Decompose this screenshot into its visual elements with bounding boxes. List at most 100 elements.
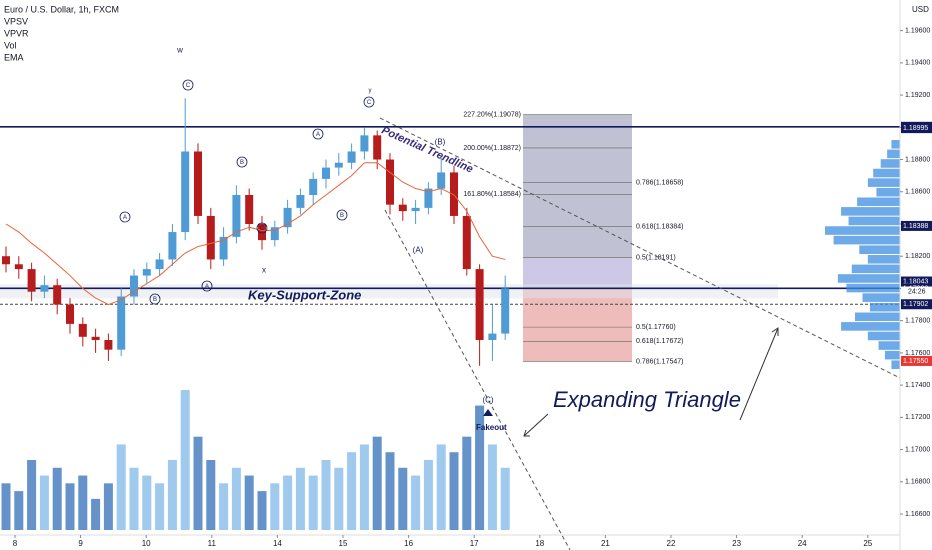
volume-bar [295, 467, 305, 530]
wave-label: (A) [413, 246, 424, 255]
volume-bar [193, 436, 203, 530]
fib-label: 0.618(1.18384) [636, 223, 683, 230]
volume-bar [257, 491, 267, 530]
volume-bar [385, 452, 395, 530]
volume-bar [475, 405, 485, 530]
candle-body [117, 296, 126, 350]
wave-label: B [240, 160, 244, 166]
volume-bar [65, 483, 75, 530]
candle-body [155, 259, 164, 270]
price-label: 1.18995 [903, 125, 928, 132]
volume-profile-bar [873, 168, 900, 178]
volume-profile-bar [867, 255, 900, 264]
volume-profile-bar [859, 245, 900, 254]
fib-label: 0.618(1.17672) [636, 338, 683, 345]
support-zone [0, 284, 778, 299]
volume-profile-bar [855, 312, 900, 322]
volume-bar [180, 390, 190, 530]
volume-profile-bar [880, 159, 900, 168]
wave-label: w [176, 46, 183, 55]
wave-circle [201, 280, 213, 292]
x-tick-label: 16 [404, 539, 413, 548]
indicator: VPVR [4, 28, 29, 38]
arrow [739, 327, 779, 421]
price-axis [900, 0, 932, 550]
target-zone [523, 114, 632, 258]
candle-body [296, 194, 305, 208]
wave-label: A [123, 215, 127, 221]
candle-body [283, 207, 292, 228]
volume-bar [321, 460, 331, 530]
fakeout-label: Fakeout [476, 423, 507, 432]
fib-label: 0.786(1.17547) [636, 358, 683, 365]
candle-body [501, 288, 510, 334]
x-tick-label: 8 [13, 539, 18, 548]
wave-label: x [262, 266, 266, 275]
trendline-lower [384, 209, 571, 550]
price-label: 1.18388 [903, 223, 928, 230]
fib-label: 161.80%(1.18584) [463, 191, 521, 198]
volume-bar [91, 498, 101, 530]
currency: USD [912, 5, 929, 14]
countdown-box [901, 286, 932, 297]
candle-body [398, 204, 407, 212]
candle-body [27, 269, 36, 292]
y-tick-label: 1.18600 [905, 189, 930, 196]
y-tick-label: 1.17200 [905, 414, 930, 421]
volume-profile-bar [867, 331, 900, 341]
volume-bar [39, 475, 49, 530]
wave-circle [149, 293, 161, 305]
wave-label: A [205, 284, 209, 290]
candle-body [386, 159, 394, 205]
y-tick-label: 1.16600 [905, 511, 930, 518]
volume-profile-bar [837, 274, 900, 283]
candle-body [181, 151, 190, 233]
candle-body [78, 323, 87, 337]
x-tick-label: 18 [535, 539, 544, 548]
y-tick-label: 1.17400 [905, 382, 930, 389]
candle-body [206, 215, 215, 260]
x-tick-label: 24 [798, 539, 807, 548]
candle-body [437, 172, 446, 189]
candle-body [194, 151, 202, 216]
candle-body [270, 227, 279, 241]
volume-profile-bar [878, 341, 900, 350]
x-tick-label: 17 [470, 539, 479, 548]
candle-body [104, 340, 113, 350]
volume-bar [411, 475, 421, 530]
x-tick-label: 22 [667, 539, 676, 548]
countdown: 24:26 [908, 288, 926, 295]
candle-body [347, 151, 356, 163]
volume-bar [129, 467, 139, 530]
candle-body [245, 194, 254, 224]
fakeout-marker [483, 409, 493, 416]
volume-bar [231, 467, 241, 530]
volume-profile-bar [885, 350, 900, 360]
candle-body [40, 285, 49, 292]
support-label: Key-Support-Zone [248, 287, 361, 302]
candle-body [258, 223, 266, 241]
y-tick-label: 1.19600 [905, 27, 930, 34]
volume-bar [449, 452, 459, 530]
candle-body [309, 178, 318, 195]
candle-body [2, 256, 10, 265]
x-tick-label: 25 [863, 539, 872, 548]
candle-body [53, 285, 62, 305]
volume-profile-bar [833, 235, 900, 245]
y-tick-label: 1.19400 [905, 60, 930, 67]
volume-bar [78, 475, 88, 530]
price-label: 1.17550 [903, 358, 928, 365]
candle-body [91, 336, 100, 341]
price-label: 1.17902 [903, 301, 928, 308]
volume-profile-bar [887, 149, 900, 159]
price-label-box [901, 355, 932, 366]
y-tick-label: 1.18800 [905, 156, 930, 163]
candle-body [322, 167, 330, 179]
price-label-box [901, 123, 932, 134]
wave-circle [119, 211, 131, 223]
volume-bar [142, 475, 152, 530]
wave-label: C [367, 100, 372, 106]
candle-body [14, 264, 23, 270]
volume-profile-bar [867, 178, 900, 187]
